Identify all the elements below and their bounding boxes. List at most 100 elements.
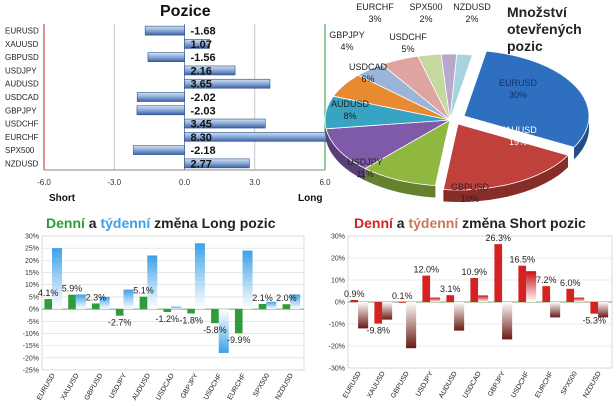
short-change-daily-bar bbox=[542, 286, 551, 302]
long-change-y-tick-label: 20% bbox=[25, 258, 39, 265]
long-change-x-tick-label: USDCHF bbox=[203, 373, 224, 402]
long-change-x-tick-label: AUDUSD bbox=[131, 373, 152, 402]
short-title-denni: Denní bbox=[354, 215, 393, 231]
pie-slice-percent: 6% bbox=[361, 74, 374, 84]
long-change-daily-bar bbox=[187, 309, 195, 314]
short-change-daily-bar bbox=[398, 301, 407, 303]
positions-category-label: SPX500 bbox=[5, 146, 35, 155]
short-change-data-label: -5.3% bbox=[582, 316, 606, 326]
pie-slice bbox=[332, 74, 451, 121]
positions-value-label: -1.68 bbox=[191, 26, 216, 38]
short-change-weekly-bar bbox=[574, 297, 585, 302]
short-change-weekly-bar bbox=[526, 271, 537, 302]
long-change-data-label: 2.0% bbox=[276, 293, 297, 303]
pie-slice bbox=[417, 53, 451, 121]
positions-category-label: EURCHF bbox=[5, 133, 38, 142]
pie-slice bbox=[440, 53, 458, 121]
positions-category-label: GBPUSD bbox=[5, 53, 39, 62]
positions-category-label: USDCHF bbox=[5, 120, 38, 129]
pie-title-line2: otevřených bbox=[507, 21, 582, 37]
long-change-daily-bar bbox=[92, 303, 100, 310]
long-change-y-tick-label: 0% bbox=[29, 307, 39, 314]
short-change-y-tick-label: -20% bbox=[329, 344, 345, 351]
positions-category-label: USDJPY bbox=[5, 66, 37, 75]
positions-category-label: AUDUSD bbox=[5, 80, 39, 89]
positions-bar bbox=[133, 145, 185, 155]
short-change-x-tick-label: USDJPY bbox=[415, 370, 435, 398]
positions-bar bbox=[184, 78, 271, 89]
short-change-y-tick-label: -30% bbox=[329, 366, 345, 373]
pie-slice-percent: 19% bbox=[509, 137, 527, 147]
short-change-title: Denní a týdenní změna Short pozic bbox=[354, 215, 586, 231]
short-change-x-tick-label: GBPUSD bbox=[390, 371, 411, 400]
pie-slice-percent: 5% bbox=[401, 44, 414, 54]
positions-bar bbox=[184, 118, 266, 129]
pie-slice-label: XAUUSD bbox=[499, 125, 537, 135]
pie-slice bbox=[364, 119, 451, 186]
short-change-daily-bar bbox=[350, 300, 359, 302]
positions-category-label: NZDUSD bbox=[5, 159, 39, 168]
short-change-x-tick-label: EURUSD bbox=[342, 371, 363, 400]
positions-short-label: Short bbox=[49, 193, 76, 204]
positions-x-tick-label: 3.0 bbox=[249, 178, 261, 187]
pie-title-line3: pozic bbox=[507, 38, 543, 54]
positions-value-label: 3.45 bbox=[191, 119, 212, 131]
long-change-x-tick-label: GBPUSD bbox=[84, 373, 105, 402]
short-change-data-label: 7.2% bbox=[536, 275, 557, 285]
short-change-daily-bar bbox=[518, 265, 527, 302]
long-change-data-label: 4.1% bbox=[38, 288, 59, 298]
long-change-weekly-bar bbox=[52, 248, 63, 310]
long-change-data-label: 5.9% bbox=[62, 284, 83, 294]
short-change-weekly-bar bbox=[430, 297, 441, 302]
positions-x-tick-label: -3.0 bbox=[107, 178, 121, 187]
positions-bar bbox=[136, 92, 185, 102]
pie-slice-label: EURCHF bbox=[356, 2, 394, 12]
short-change-daily-bar bbox=[566, 288, 575, 302]
pie-slice-percent: 3% bbox=[368, 14, 381, 24]
positions-bar bbox=[184, 158, 250, 169]
positions-x-tick-label: -6.0 bbox=[37, 178, 51, 187]
positions-title: Pozice bbox=[160, 3, 211, 20]
long-title-a: a bbox=[84, 215, 101, 231]
pie-slice-percent: 2% bbox=[419, 14, 432, 24]
long-change-daily-bar bbox=[234, 309, 243, 334]
short-change-data-label: 16.5% bbox=[509, 255, 535, 265]
positions-value-label: 1.07 bbox=[191, 39, 212, 51]
pie-title: Množství otevřených pozic bbox=[507, 4, 582, 55]
long-change-daily-bar bbox=[211, 309, 219, 324]
short-change-data-label: 3.1% bbox=[440, 284, 461, 294]
positions-value-label: 3.65 bbox=[191, 79, 212, 91]
pie-slice bbox=[381, 55, 451, 121]
positions-bar bbox=[184, 65, 236, 76]
short-change-y-tick-label: 20% bbox=[331, 256, 345, 263]
long-change-weekly-bar bbox=[266, 301, 277, 310]
pie-slice bbox=[324, 95, 451, 130]
short-change-y-tick-label: 0% bbox=[335, 300, 345, 307]
short-change-x-tick-label: USDCAD bbox=[462, 371, 483, 400]
long-change-data-label: -1.8% bbox=[179, 315, 203, 325]
long-change-x-tick-label: SPX500 bbox=[252, 372, 271, 398]
pie-slice-label: NZDUSD bbox=[453, 2, 491, 12]
long-change-weekly-bar bbox=[147, 255, 158, 310]
pie-slice-percent: 2% bbox=[465, 14, 478, 24]
positions-bar bbox=[184, 39, 210, 49]
positions-value-label: 2.16 bbox=[191, 65, 212, 77]
long-change-weekly-bar bbox=[171, 306, 182, 310]
positions-category-label: USDCAD bbox=[5, 93, 39, 102]
long-change-weekly-bar bbox=[194, 243, 205, 310]
long-change-weekly-bar bbox=[75, 294, 86, 310]
long-change-y-tick-label: 25% bbox=[25, 246, 39, 253]
short-change-daily-bar bbox=[494, 244, 503, 302]
short-change-data-label: 6.0% bbox=[560, 278, 581, 288]
long-change-data-label: -9.9% bbox=[227, 335, 251, 345]
pie-slice-label: GBPUSD bbox=[451, 182, 490, 192]
long-change-title: Denní a týdenní změna Long pozic bbox=[46, 215, 275, 231]
long-change-y-tick-label: -15% bbox=[23, 343, 39, 350]
long-change-y-tick-label: 30% bbox=[25, 234, 39, 241]
short-title-rest: změna Short pozic bbox=[458, 215, 586, 231]
positions-long-label: Long bbox=[298, 193, 322, 204]
positions-x-tick-label: 0.0 bbox=[179, 178, 191, 187]
pie-slice-percent: 8% bbox=[343, 111, 356, 121]
pie-slice-label: EURUSD bbox=[499, 78, 538, 88]
short-change-x-tick-label: NZDUSD bbox=[582, 371, 603, 400]
